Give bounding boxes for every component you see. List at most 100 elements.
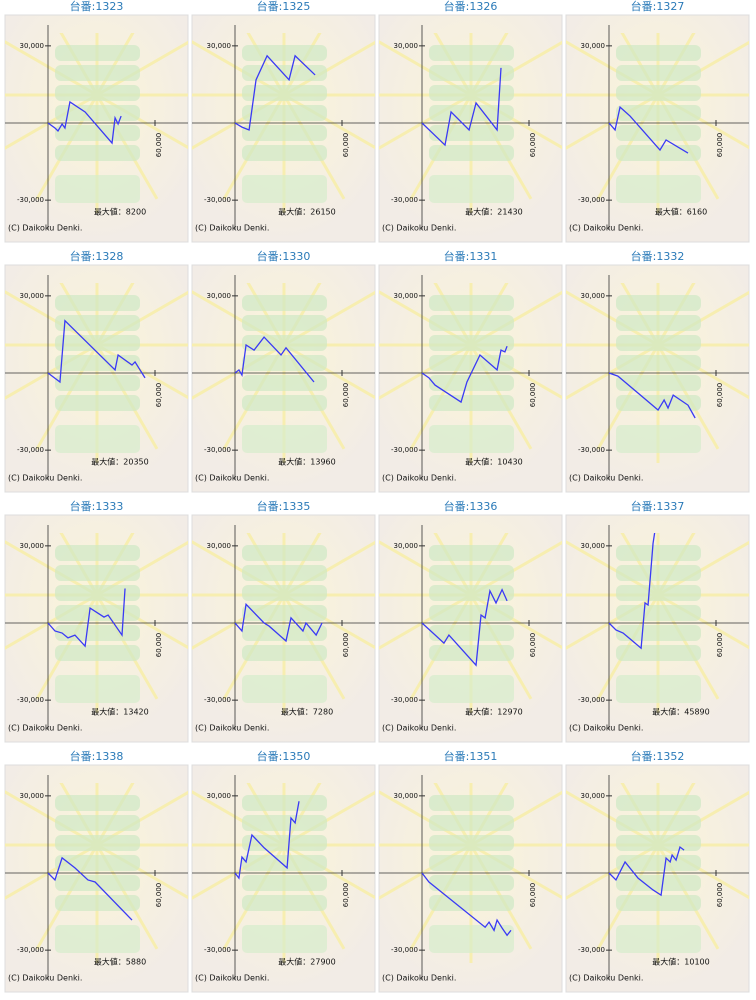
y-tick-label: 30,000 (394, 292, 419, 300)
chart-panel: 30,000 -30,000 60,000 最大値：5880 (C) Daikoku D… (4, 764, 189, 993)
max-value: 最大値：26150 (278, 207, 335, 217)
copyright: (C) Daikoku Denki. (195, 724, 269, 733)
deco-layer (616, 145, 701, 161)
x-tick-label: 60,000 (342, 883, 350, 908)
deco-layer (55, 855, 140, 871)
deco-base (55, 675, 140, 703)
series-line (234, 801, 300, 880)
deco-base (242, 425, 327, 453)
deco-layer (429, 545, 514, 561)
series-line (608, 105, 689, 154)
y-tick-label: 30,000 (207, 292, 232, 300)
x-tick-label: 60,000 (529, 883, 537, 908)
copyright: (C) Daikoku Denki. (195, 224, 269, 233)
deco-base (55, 925, 140, 953)
deco-base (429, 675, 514, 703)
deco-layer (429, 795, 514, 811)
deco-layer (616, 875, 701, 891)
x-tick-label: 60,000 (529, 633, 537, 658)
max-value: 最大値：27900 (278, 957, 335, 967)
chart-panel: 30,000 -30,000 60,000 最大値：20350 (C) Daikoku … (4, 264, 189, 493)
chart-title: 台番:1330 (257, 249, 311, 263)
series-line (421, 872, 512, 937)
deco-layer (242, 795, 327, 811)
deco-layer (242, 545, 327, 561)
series-line (47, 856, 133, 921)
copyright: (C) Daikoku Denki. (382, 974, 456, 983)
y-tick-label: -30,000 (17, 446, 44, 454)
deco-layer (616, 125, 701, 141)
deco-layer (242, 855, 327, 871)
y-tick-label: -30,000 (204, 696, 231, 704)
deco-layer (616, 795, 701, 811)
deco-layer (429, 625, 514, 641)
deco-layer (616, 355, 701, 371)
series-line (608, 845, 685, 897)
deco-layer (55, 355, 140, 371)
deco-base (616, 425, 701, 453)
series-line (47, 100, 122, 145)
y-tick-label: 30,000 (207, 542, 232, 550)
copyright: (C) Daikoku Denki. (569, 974, 643, 983)
deco-layer (616, 605, 701, 621)
deco-layer (55, 45, 140, 61)
chart-title: 台番:1331 (444, 249, 498, 263)
deco-layer (616, 315, 701, 331)
deco-layer (55, 645, 140, 661)
chart-panel: 30,000 -30,000 60,000 最大値：27900 (C) Daikoku … (191, 764, 376, 993)
deco-base (242, 925, 327, 953)
deco-layer (55, 145, 140, 161)
deco-layer (429, 565, 514, 581)
series-line (47, 319, 146, 384)
y-tick-label: 30,000 (207, 42, 232, 50)
copyright: (C) Daikoku Denki. (8, 724, 82, 733)
deco-layer (55, 335, 140, 351)
y-tick-label: 30,000 (207, 792, 232, 800)
x-tick-label: 60,000 (155, 883, 163, 908)
chart-title: 台番:1351 (444, 749, 498, 763)
y-tick-label: -30,000 (578, 446, 605, 454)
chart-panel: 30,000 -30,000 60,000 最大値：8200 (C) Daikoku D… (4, 14, 189, 243)
series-line (421, 345, 508, 404)
chart-panel: 30,000 -30,000 60,000 最大値：13420 (C) Daikoku … (4, 514, 189, 743)
chart-title: 台番:1323 (70, 0, 124, 13)
deco-layer (55, 85, 140, 101)
deco-layer (429, 835, 514, 851)
deco-layer (55, 395, 140, 411)
deco-layer (429, 145, 514, 161)
deco-layer (616, 585, 701, 601)
series-line (608, 372, 696, 419)
deco-layer (616, 815, 701, 831)
deco-layer (429, 65, 514, 81)
max-value: 最大値：20350 (91, 457, 148, 467)
deco-layer (616, 65, 701, 81)
max-value: 最大値：8200 (94, 207, 146, 217)
deco-layer (55, 795, 140, 811)
deco-layer (242, 895, 327, 911)
copyright: (C) Daikoku Denki. (382, 224, 456, 233)
x-tick-label: 60,000 (342, 383, 350, 408)
deco-layer (242, 565, 327, 581)
y-tick-label: -30,000 (204, 446, 231, 454)
y-tick-label: 30,000 (20, 42, 45, 50)
deco-layer (242, 145, 327, 161)
copyright: (C) Daikoku Denki. (569, 724, 643, 733)
deco-layer (55, 565, 140, 581)
deco-layer (616, 295, 701, 311)
deco-base (429, 425, 514, 453)
copyright: (C) Daikoku Denki. (8, 474, 82, 483)
deco-layer (616, 105, 701, 121)
chart-panel: 30,000 -30,000 60,000 最大値：7280 (C) Daikoku D… (191, 514, 376, 743)
deco-layer (55, 295, 140, 311)
max-value: 最大値：5880 (94, 957, 146, 967)
deco-layer (242, 85, 327, 101)
y-tick-label: -30,000 (578, 196, 605, 204)
deco-layer (55, 585, 140, 601)
deco-layer (429, 605, 514, 621)
deco-base (429, 175, 514, 203)
max-value: 最大値：13960 (278, 457, 335, 467)
deco-layer (429, 815, 514, 831)
chart-panel: 30,000 -30,000 60,000 最大値：21430 (C) Daikoku … (378, 14, 563, 243)
y-tick-label: -30,000 (391, 696, 418, 704)
copyright: (C) Daikoku Denki. (195, 474, 269, 483)
